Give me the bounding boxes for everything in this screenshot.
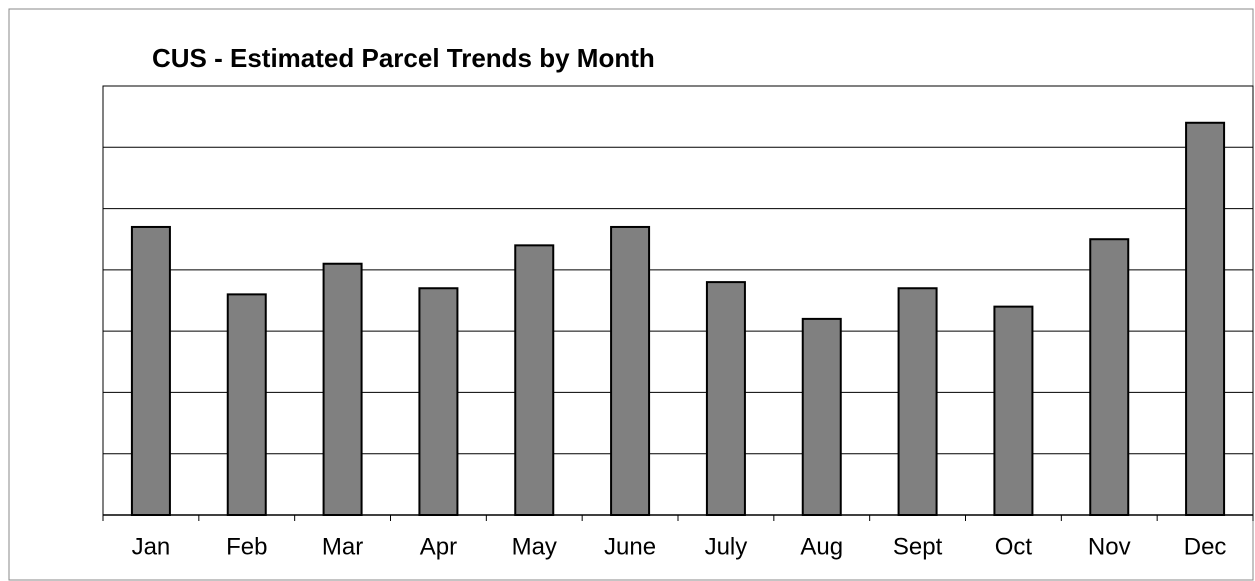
bar [1185,121,1226,517]
bar [322,262,363,516]
x-tick-label: Mar [322,533,363,560]
bar [705,281,746,516]
bar [897,287,938,516]
x-tick-label: May [512,533,557,560]
bar [1089,238,1130,516]
bar [801,317,842,516]
x-tick-label: Aug [800,533,843,560]
x-tick-label: Apr [420,533,457,560]
x-tick-label: July [705,533,748,560]
plot-area [102,85,1254,516]
x-tick-label: June [604,533,656,560]
x-tick-label: Sept [893,533,943,560]
x-tick-label: Feb [226,533,267,560]
x-tick-label: Jan [132,533,171,560]
x-tick-label: Oct [995,533,1033,560]
chart-title: CUS - Estimated Parcel Trends by Month [152,43,655,73]
bar [610,225,651,516]
x-tick-label: Dec [1184,533,1227,560]
x-tick-label: Nov [1088,533,1131,560]
bar [226,293,267,516]
bar [130,225,171,516]
bar [418,287,459,516]
bar [993,305,1034,516]
bar [514,244,555,516]
